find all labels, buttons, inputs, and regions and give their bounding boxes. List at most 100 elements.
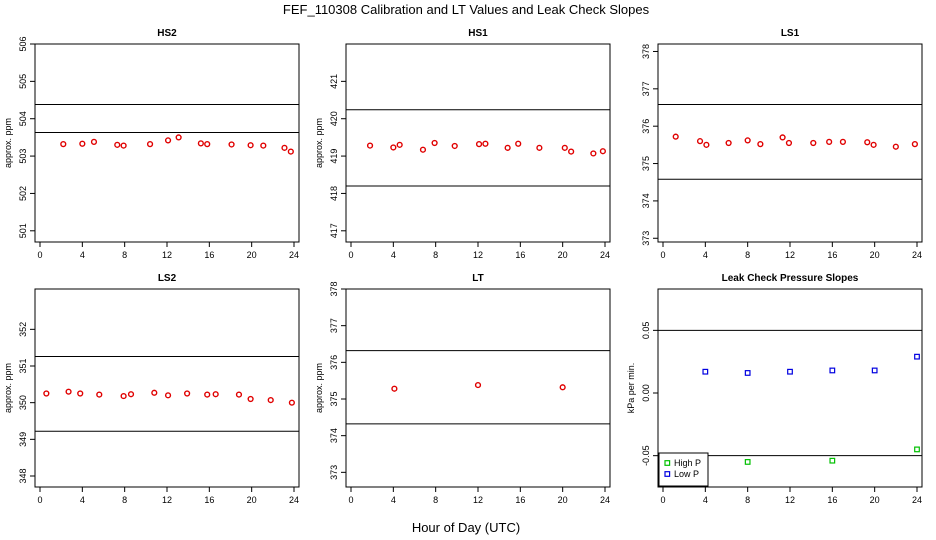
y-tick-label: 420 xyxy=(329,111,339,126)
chart-panel: LT 0 4 8 12 16 20 24 373 374 375 376 377 378 approx. p… xyxy=(314,273,611,505)
data-point xyxy=(281,144,288,151)
x-tick-label: 16 xyxy=(204,495,214,505)
x-tick-label: 20 xyxy=(247,250,257,260)
data-point xyxy=(287,148,294,155)
data-point xyxy=(235,391,243,398)
y-axis-label: approx. ppm xyxy=(314,363,324,413)
y-tick-label: 0.05 xyxy=(641,322,651,340)
data-point xyxy=(390,144,397,151)
data-point xyxy=(696,138,704,145)
data-point xyxy=(672,133,679,140)
x-tick-label: 0 xyxy=(37,495,42,505)
x-tick-label: 20 xyxy=(870,250,880,260)
x-tick-label: 16 xyxy=(204,250,214,260)
data-point xyxy=(60,141,67,148)
y-axis-label: approx. ppm xyxy=(3,363,13,413)
x-tick-label: 4 xyxy=(703,250,708,260)
y-tick-label: 376 xyxy=(641,119,651,134)
data-point xyxy=(702,368,709,375)
data-point xyxy=(164,392,172,399)
panel-title: Leak Check Pressure Slopes xyxy=(722,273,859,284)
data-point xyxy=(779,134,786,141)
x-tick-label: 8 xyxy=(122,250,127,260)
y-tick-label: 375 xyxy=(329,391,339,406)
chart-panel: Leak Check Pressure Slopes 0 4 8 12 16 20 24 -0.… xyxy=(626,273,923,505)
data-point xyxy=(914,446,920,453)
data-point xyxy=(785,139,793,147)
data-point xyxy=(366,142,374,149)
data-point xyxy=(204,391,211,398)
data-point xyxy=(127,391,135,398)
data-point xyxy=(744,137,751,144)
data-point xyxy=(120,142,127,149)
legend-marker xyxy=(664,471,671,477)
y-tick-label: 506 xyxy=(18,36,28,51)
data-point xyxy=(744,459,751,465)
legend-box xyxy=(658,452,709,487)
legend-label: Low P xyxy=(674,469,699,479)
legend-label: High P xyxy=(674,458,701,468)
y-tick-label: -0.05 xyxy=(641,445,651,466)
y-tick-label: 0.00 xyxy=(641,384,651,402)
panel-title: LT xyxy=(472,273,483,284)
data-point xyxy=(744,370,751,376)
data-point xyxy=(590,150,597,157)
chart-panel: HS2 0 4 8 12 16 20 24 501 502 503 504 505 506 approx. … xyxy=(3,28,300,260)
y-tick-label: 505 xyxy=(18,74,28,89)
legend-marker xyxy=(664,460,671,466)
x-tick-label: 0 xyxy=(348,495,353,505)
y-tick-label: 374 xyxy=(329,428,339,443)
data-point xyxy=(864,139,871,146)
data-point xyxy=(870,141,877,148)
chart-panel: LS2 0 4 8 12 16 20 24 348 349 350 351 352 approx. ppm xyxy=(3,273,300,505)
x-tick-label: 12 xyxy=(785,495,795,505)
data-point xyxy=(151,389,158,396)
x-tick-label: 16 xyxy=(827,495,837,505)
x-tick-label: 16 xyxy=(515,495,525,505)
x-tick-label: 4 xyxy=(703,495,708,505)
data-point xyxy=(871,367,878,374)
data-point xyxy=(197,140,204,147)
data-point xyxy=(451,142,458,150)
x-tick-label: 24 xyxy=(289,495,299,505)
x-tick-label: 24 xyxy=(912,250,922,260)
data-point xyxy=(175,134,182,141)
data-point xyxy=(826,138,833,145)
data-point xyxy=(810,139,817,147)
data-point xyxy=(911,141,918,148)
y-tick-label: 502 xyxy=(18,186,28,201)
data-point xyxy=(757,141,764,148)
x-tick-label: 12 xyxy=(473,250,483,260)
x-tick-label: 16 xyxy=(515,250,525,260)
data-point xyxy=(146,141,154,148)
y-tick-label: 378 xyxy=(641,44,651,59)
data-point xyxy=(829,367,836,374)
y-tick-label: 421 xyxy=(329,74,339,89)
x-tick-label: 8 xyxy=(745,250,750,260)
data-point xyxy=(431,139,438,147)
panel-title: LS1 xyxy=(781,28,800,39)
x-tick-label: 4 xyxy=(391,250,396,260)
panel-title: HS1 xyxy=(468,28,488,39)
x-tick-label: 24 xyxy=(600,250,610,260)
data-point xyxy=(482,140,489,147)
data-point xyxy=(396,141,403,148)
y-axis-label: kPa per min. xyxy=(626,363,636,414)
data-point xyxy=(703,141,710,148)
y-axis-label: approx. ppm xyxy=(314,118,324,168)
plot-frame xyxy=(345,43,611,243)
y-tick-label: 419 xyxy=(329,149,339,164)
x-tick-label: 0 xyxy=(660,250,665,260)
x-tick-label: 12 xyxy=(473,495,483,505)
data-point xyxy=(43,390,50,397)
x-tick-label: 24 xyxy=(600,495,610,505)
x-tick-label: 20 xyxy=(870,495,880,505)
panel-title: LS2 xyxy=(158,273,177,284)
y-tick-label: 348 xyxy=(18,468,28,483)
y-tick-label: 503 xyxy=(18,149,28,164)
x-tick-label: 8 xyxy=(433,495,438,505)
data-point xyxy=(267,397,274,404)
data-point xyxy=(212,391,219,398)
data-point xyxy=(561,144,568,151)
